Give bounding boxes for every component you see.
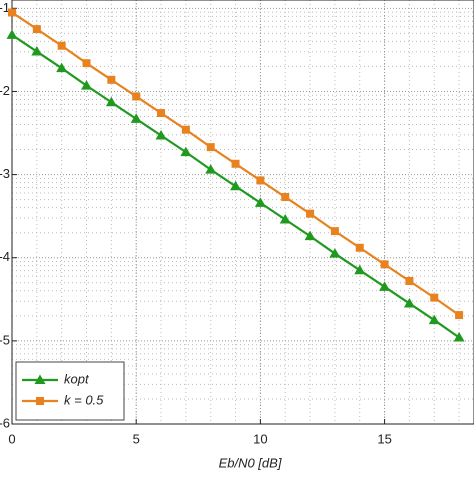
marker xyxy=(453,332,465,342)
marker xyxy=(32,25,41,34)
y-tick-label: -1 xyxy=(0,0,10,15)
marker xyxy=(155,130,167,140)
x-tick-label: 0 xyxy=(8,431,15,446)
marker xyxy=(132,92,141,101)
y-tick-label: -6 xyxy=(0,415,10,430)
marker xyxy=(31,46,43,56)
marker xyxy=(256,176,265,185)
marker xyxy=(379,281,391,291)
marker xyxy=(130,113,142,123)
marker xyxy=(330,227,339,236)
marker xyxy=(329,248,341,258)
y-tick-label: -3 xyxy=(0,166,10,181)
marker xyxy=(354,264,366,275)
x-axis-label: Eb/N0 [dB] xyxy=(219,455,282,470)
legend-marker xyxy=(36,397,44,405)
marker xyxy=(81,80,93,90)
legend-label: k = 0.5 xyxy=(64,392,104,407)
marker xyxy=(180,146,192,157)
y-tick-label: -5 xyxy=(0,332,10,347)
marker xyxy=(105,96,117,107)
x-tick-label: 15 xyxy=(377,431,391,446)
x-tick-label: 5 xyxy=(133,431,140,446)
marker xyxy=(455,311,464,320)
legend-label: kopt xyxy=(64,371,90,386)
marker xyxy=(231,159,240,168)
marker xyxy=(279,213,291,224)
marker xyxy=(205,164,217,174)
legend-box xyxy=(15,361,125,421)
marker xyxy=(181,125,190,134)
plot-frame xyxy=(11,0,474,425)
marker xyxy=(57,41,66,50)
marker xyxy=(355,243,364,252)
legend-marker xyxy=(34,374,46,384)
marker xyxy=(281,193,290,202)
marker xyxy=(206,143,215,152)
y-tick-label: -2 xyxy=(0,83,10,98)
marker xyxy=(82,59,91,68)
marker xyxy=(430,293,439,302)
marker xyxy=(8,8,16,17)
marker xyxy=(6,29,18,39)
marker xyxy=(304,230,316,241)
marker xyxy=(254,197,266,207)
marker xyxy=(403,297,415,308)
marker xyxy=(306,209,315,218)
marker xyxy=(428,314,440,325)
marker xyxy=(107,75,116,84)
x-tick-label: 10 xyxy=(253,431,267,446)
legend: kopt k = 0.5 xyxy=(15,361,125,421)
marker xyxy=(405,277,414,286)
marker xyxy=(380,260,389,269)
marker xyxy=(157,109,166,118)
marker xyxy=(230,180,242,191)
y-tick-label: -4 xyxy=(0,249,10,264)
marker xyxy=(56,62,68,73)
